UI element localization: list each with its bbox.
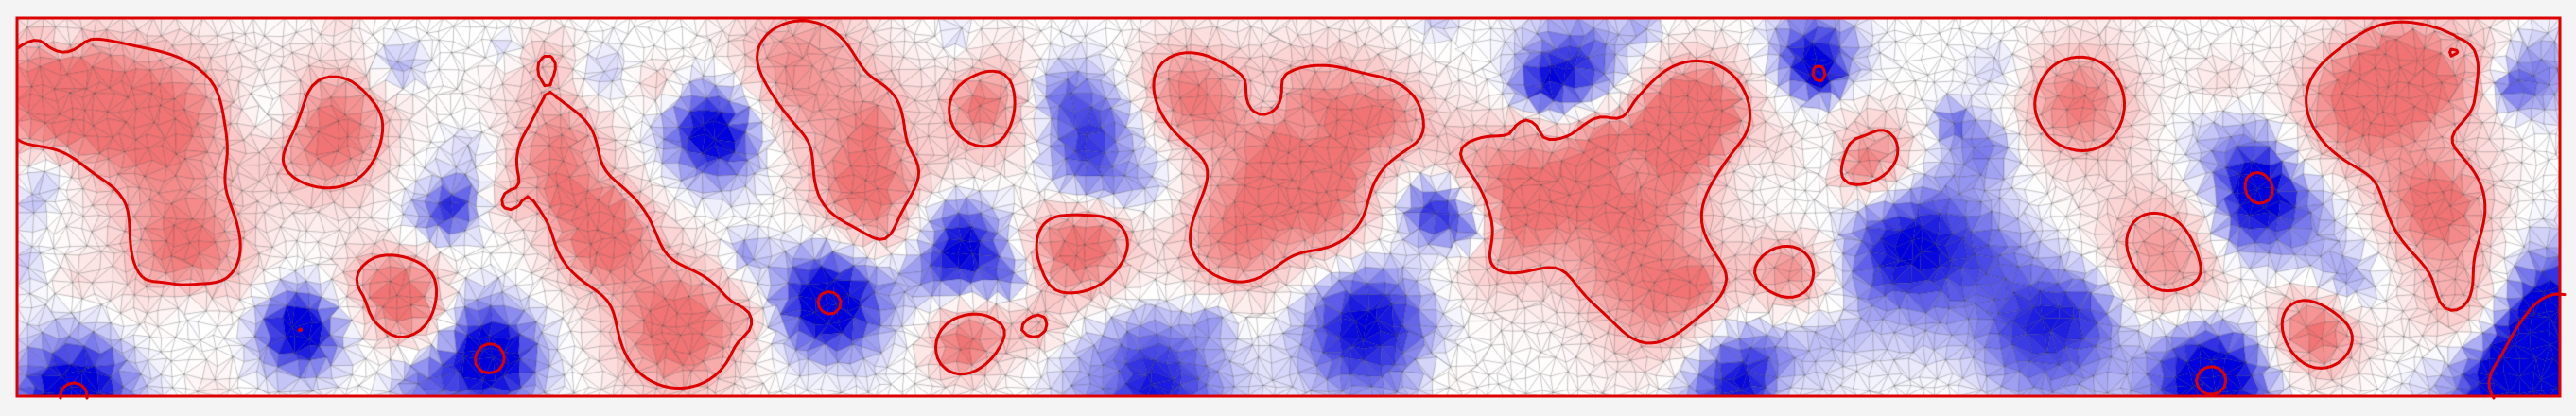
contour-layer [15,19,2567,400]
high-value-contour [15,19,2487,390]
low-value-contour [59,64,2567,400]
domain-frame [15,16,2562,398]
